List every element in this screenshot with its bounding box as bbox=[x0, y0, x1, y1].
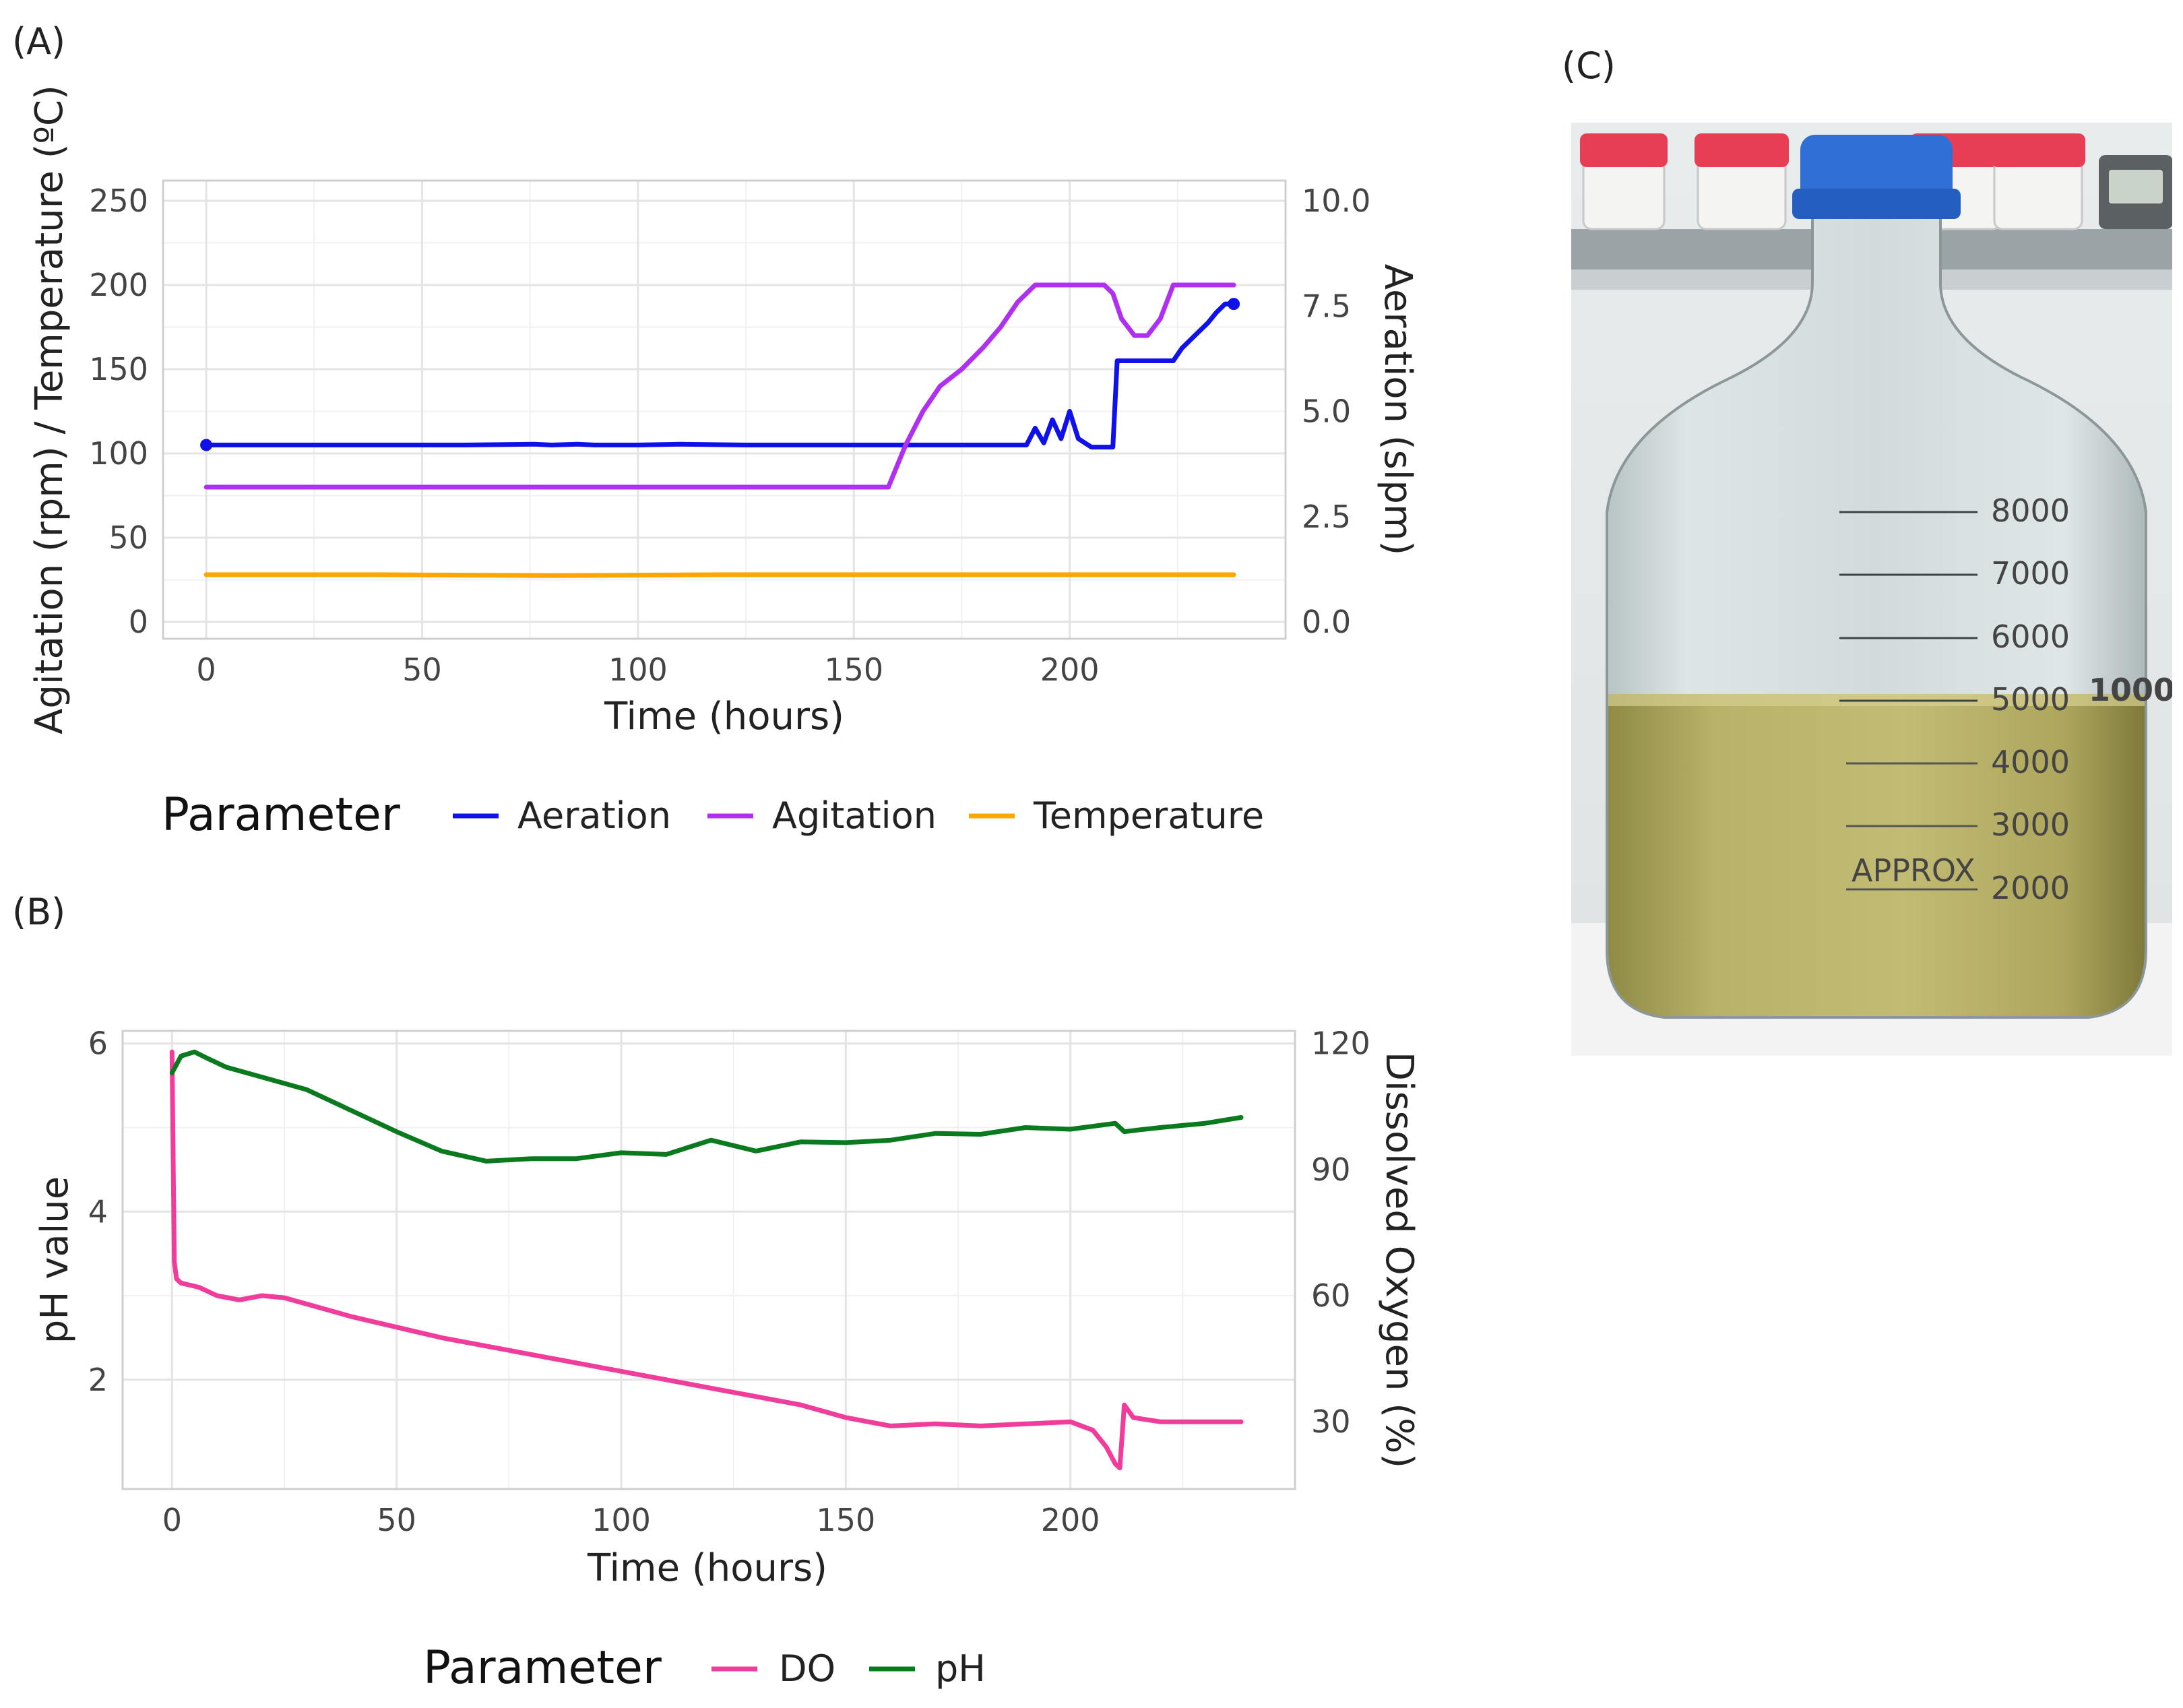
chart-a-y-tick-label: 0 bbox=[129, 604, 148, 640]
chart-a-ylabel: Agitation (rpm) / Temperature (ºC) bbox=[28, 85, 71, 734]
legend-label-ph: pH bbox=[935, 1647, 986, 1690]
chart-b-y2-tick-label: 90 bbox=[1311, 1151, 1351, 1188]
chart-b-xlabel: Time (hours) bbox=[587, 1546, 827, 1590]
bottle-photo: 8000 7000 6000 5000 4000 3000 2000 APPRO… bbox=[1571, 123, 2183, 1056]
chart-a-x-tick-label: 100 bbox=[608, 652, 668, 688]
legend-label-do: DO bbox=[779, 1647, 835, 1690]
chart-b-ylabel: pH value bbox=[33, 1176, 77, 1343]
chart-a-xlabel: Time (hours) bbox=[604, 695, 844, 738]
series-point-aeration-end bbox=[1228, 298, 1240, 310]
chart-b-x-tick-label: 100 bbox=[592, 1502, 651, 1538]
series-line-ph bbox=[172, 1052, 1241, 1161]
chart-a-y-tick-label: 150 bbox=[89, 351, 148, 387]
chart-a-y2-tick-label: 2.5 bbox=[1302, 499, 1351, 535]
chart-b-legend: Parameter DO pH bbox=[423, 1641, 986, 1695]
panel-label-c: (C) bbox=[1562, 44, 1616, 87]
chart-b-legend-title: Parameter bbox=[423, 1641, 662, 1695]
chart-b-x-tick-label: 200 bbox=[1041, 1502, 1100, 1538]
volume-mark-8000: 8000 bbox=[1991, 493, 2070, 529]
volume-mark-6000: 6000 bbox=[1991, 619, 2070, 655]
series-point-aeration-start bbox=[200, 439, 212, 451]
chart-b-x-tick-label: 0 bbox=[162, 1502, 182, 1538]
chart-b-x-tick-label: 150 bbox=[816, 1502, 875, 1538]
chart-a-y2label: Aeration (slpm) bbox=[1376, 264, 1420, 556]
chart-a-legend-title: Parameter bbox=[162, 788, 400, 842]
volume-mark-2000: 2000 bbox=[1991, 870, 2070, 906]
chart-a-y-tick-label: 50 bbox=[108, 519, 148, 556]
chart-a: 0 50 100 150 200 0 50 100 150 200 250 0.0 2.5 5.0 7.… bbox=[28, 85, 1420, 842]
chart-b-y-tick-label: 2 bbox=[88, 1362, 108, 1398]
figure: (A) (B) (C) 0 50 100 150 200 050100150200250… bbox=[0, 0, 2183, 1708]
chart-a-plot-area bbox=[163, 181, 1286, 639]
volume-mark-5000: 5000 bbox=[1991, 681, 2070, 718]
chart-b-y2label: Dissolved Oxygen (%) bbox=[1377, 1052, 1421, 1468]
chart-a-x-tick-label: 50 bbox=[402, 652, 442, 688]
chart-a-y2-tick-label: 0.0 bbox=[1302, 604, 1351, 640]
chart-a-y-tick-label: 200 bbox=[89, 267, 148, 303]
chart-a-y-tick-label: 100 bbox=[89, 435, 148, 472]
chart-b-y-tick-label: 4 bbox=[88, 1193, 108, 1230]
series-line-do bbox=[172, 1052, 1241, 1468]
chart-b-y-tick-label: 6 bbox=[88, 1025, 108, 1062]
chart-a-y2-tick-label: 5.0 bbox=[1302, 393, 1351, 430]
panel-label-a: (A) bbox=[12, 20, 65, 63]
chart-a-y2-tick-label: 7.5 bbox=[1302, 288, 1351, 324]
legend-label-temperature: Temperature bbox=[1033, 794, 1264, 837]
chart-b-plot-area bbox=[123, 1031, 1295, 1489]
chart-b-y2-tick-label: 60 bbox=[1311, 1277, 1351, 1314]
chart-a-x-tick-label: 150 bbox=[824, 652, 883, 688]
legend-label-aeration: Aeration bbox=[517, 794, 671, 837]
chart-a-x-tick-label: 200 bbox=[1040, 652, 1100, 688]
volume-mark-4000: 4000 bbox=[1991, 744, 2070, 780]
series-line-aeration bbox=[206, 304, 1234, 447]
legend-label-agitation: Agitation bbox=[772, 794, 937, 837]
series-line-agitation bbox=[206, 285, 1234, 487]
chart-a-legend: Parameter Aeration Agitation Temperature bbox=[162, 788, 1264, 842]
chart-a-y2-tick-label: 10.0 bbox=[1302, 183, 1370, 219]
chart-a-x-tick-label: 0 bbox=[196, 652, 216, 688]
chart-b-y2-tick-label: 30 bbox=[1311, 1403, 1351, 1440]
bottle-capacity-label: 10000 bbox=[2089, 672, 2183, 708]
volume-mark-7000: 7000 bbox=[1991, 555, 2070, 592]
chart-b-x-tick-label: 50 bbox=[377, 1502, 416, 1538]
panel-label-b: (B) bbox=[12, 891, 65, 933]
approx-label: APPROX bbox=[1852, 852, 1975, 889]
chart-a-y-tick-label: 250 bbox=[89, 183, 148, 219]
volume-mark-3000: 3000 bbox=[1991, 806, 2070, 843]
chart-b-y2-tick-label: 120 bbox=[1311, 1025, 1370, 1062]
